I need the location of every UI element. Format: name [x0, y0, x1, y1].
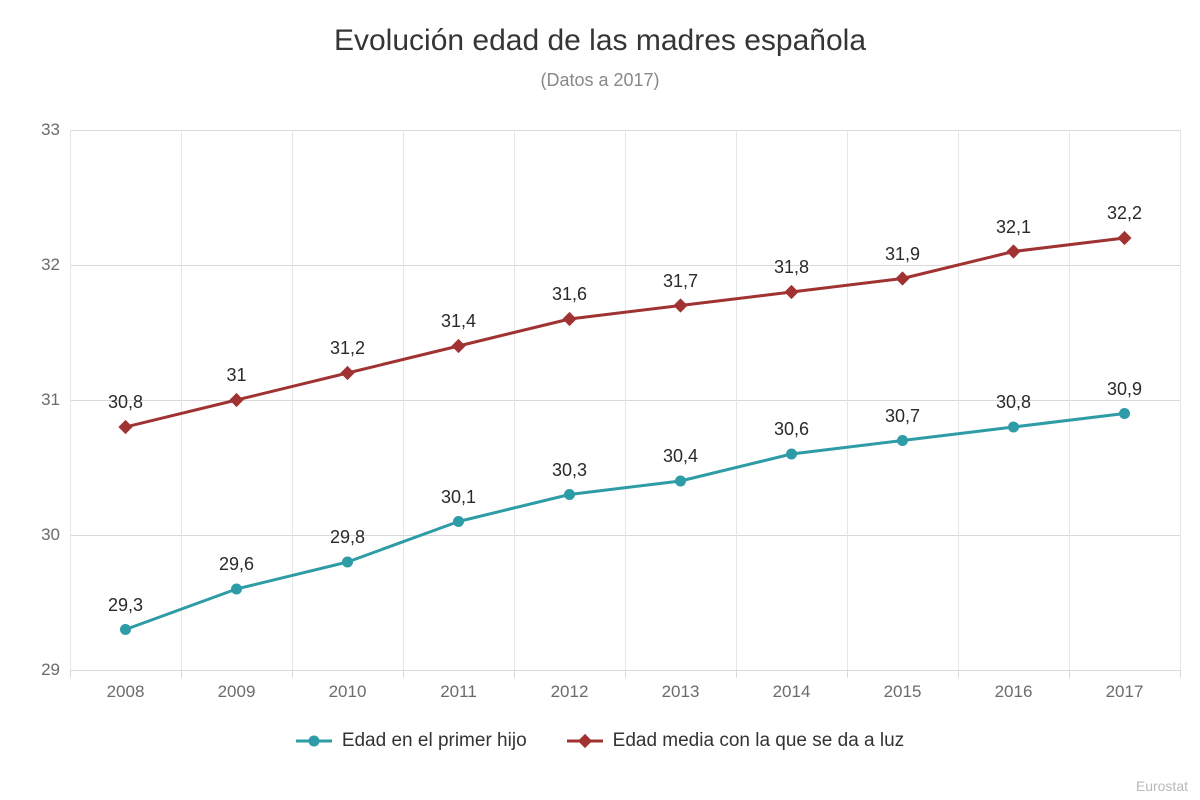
- x-separator: [181, 670, 182, 678]
- chart-container: Evolución edad de las madres española (D…: [0, 0, 1200, 800]
- x-tick-label: 2010: [329, 682, 367, 702]
- legend-label: Edad media con la que se da a luz: [613, 730, 905, 752]
- x-separator: [514, 670, 515, 678]
- series-marker-first_child: [675, 476, 686, 487]
- series-marker-first_child: [564, 489, 575, 500]
- x-separator: [1180, 670, 1181, 678]
- data-label-mean_age: 32,1: [996, 217, 1031, 238]
- legend-swatch-mean_age: [567, 734, 603, 748]
- x-separator: [736, 670, 737, 678]
- data-label-first_child: 30,4: [663, 446, 698, 467]
- data-label-first_child: 30,1: [441, 487, 476, 508]
- chart-subtitle: (Datos a 2017): [0, 70, 1200, 91]
- series-marker-mean_age: [118, 420, 132, 434]
- plot-area: 2930313233200820092010201120122013201420…: [70, 130, 1180, 670]
- x-separator: [847, 670, 848, 678]
- data-label-first_child: 30,3: [552, 460, 587, 481]
- legend-swatch-first_child: [296, 734, 332, 748]
- series-marker-first_child: [897, 435, 908, 446]
- data-label-first_child: 29,6: [219, 554, 254, 575]
- data-label-mean_age: 31: [226, 365, 246, 386]
- series-marker-first_child: [231, 584, 242, 595]
- x-tick-label: 2017: [1106, 682, 1144, 702]
- series-marker-mean_age: [451, 339, 465, 353]
- legend: Edad en el primer hijo Edad media con la …: [0, 730, 1200, 752]
- data-label-mean_age: 30,8: [108, 392, 143, 413]
- series-line-first_child: [126, 414, 1125, 630]
- x-tick-label: 2016: [995, 682, 1033, 702]
- series-marker-mean_age: [895, 271, 909, 285]
- data-label-mean_age: 31,9: [885, 244, 920, 265]
- x-separator: [625, 670, 626, 678]
- series-line-mean_age: [126, 238, 1125, 427]
- series-marker-first_child: [1008, 422, 1019, 433]
- data-label-first_child: 30,9: [1107, 379, 1142, 400]
- series-marker-mean_age: [673, 298, 687, 312]
- data-label-mean_age: 32,2: [1107, 203, 1142, 224]
- x-tick-label: 2009: [218, 682, 256, 702]
- data-label-mean_age: 31,7: [663, 271, 698, 292]
- series-marker-mean_age: [562, 312, 576, 326]
- x-separator: [70, 670, 71, 678]
- y-tick-label: 30: [20, 525, 60, 545]
- data-label-first_child: 30,7: [885, 406, 920, 427]
- series-marker-first_child: [453, 516, 464, 527]
- series-marker-first_child: [342, 557, 353, 568]
- x-separator: [403, 670, 404, 678]
- series-marker-mean_age: [340, 366, 354, 380]
- source-attribution: Eurostat: [1136, 778, 1188, 794]
- y-tick-label: 31: [20, 390, 60, 410]
- data-label-mean_age: 31,4: [441, 311, 476, 332]
- x-tick-label: 2008: [107, 682, 145, 702]
- legend-item-mean_age: Edad media con la que se da a luz: [567, 730, 905, 752]
- data-label-mean_age: 31,6: [552, 284, 587, 305]
- series-marker-mean_age: [229, 393, 243, 407]
- x-separator: [1069, 670, 1070, 678]
- data-label-first_child: 29,8: [330, 527, 365, 548]
- x-gridline: [1180, 130, 1181, 670]
- legend-item-first_child: Edad en el primer hijo: [296, 730, 527, 752]
- chart-title: Evolución edad de las madres española: [0, 24, 1200, 58]
- series-marker-mean_age: [784, 285, 798, 299]
- series-marker-first_child: [120, 624, 131, 635]
- x-tick-label: 2011: [440, 682, 477, 702]
- x-tick-label: 2015: [884, 682, 922, 702]
- series-marker-mean_age: [1117, 231, 1131, 245]
- x-tick-label: 2012: [551, 682, 589, 702]
- series-marker-first_child: [786, 449, 797, 460]
- data-label-mean_age: 31,2: [330, 338, 365, 359]
- x-separator: [958, 670, 959, 678]
- x-tick-label: 2014: [773, 682, 811, 702]
- y-tick-label: 32: [20, 255, 60, 275]
- series-marker-first_child: [1119, 408, 1130, 419]
- data-label-first_child: 30,8: [996, 392, 1031, 413]
- data-label-first_child: 30,6: [774, 419, 809, 440]
- x-separator: [292, 670, 293, 678]
- series-marker-mean_age: [1006, 244, 1020, 258]
- y-tick-label: 29: [20, 660, 60, 680]
- x-tick-label: 2013: [662, 682, 700, 702]
- legend-label: Edad en el primer hijo: [342, 730, 527, 752]
- data-label-mean_age: 31,8: [774, 257, 809, 278]
- y-tick-label: 33: [20, 120, 60, 140]
- data-label-first_child: 29,3: [108, 595, 143, 616]
